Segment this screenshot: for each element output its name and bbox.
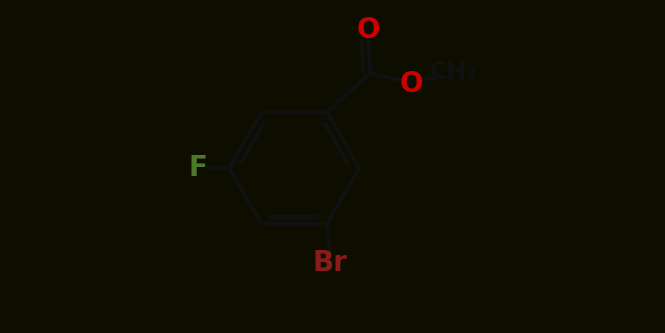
- Text: F: F: [188, 154, 207, 182]
- Text: O: O: [400, 70, 424, 98]
- Text: O: O: [356, 16, 380, 44]
- Text: CH₃: CH₃: [430, 60, 477, 84]
- Text: Br: Br: [313, 249, 347, 277]
